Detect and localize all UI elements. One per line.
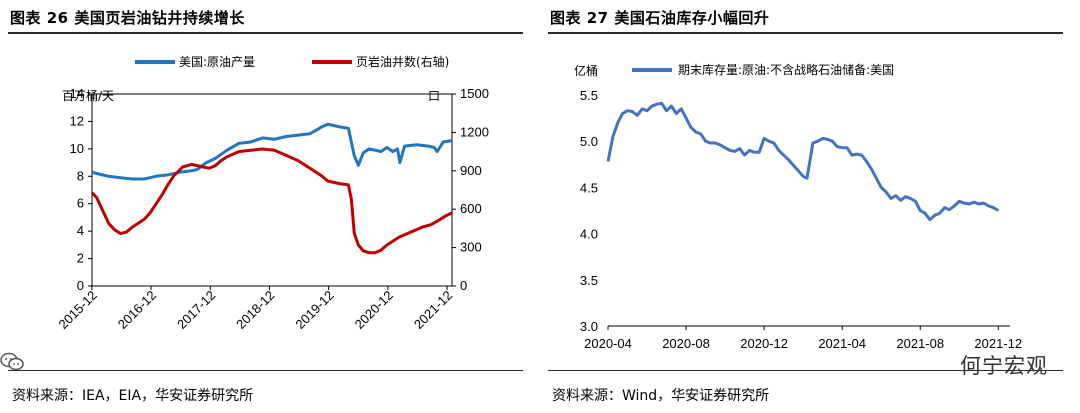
left-chart-panel: 图表 26 美国页岩油钻井持续增长 0 2 4 6 8 10 12 14 0 300 600 900 1… [0,0,530,413]
x-tick-label: 2015-12 [56,288,100,332]
x-tick-label: 2020-04 [584,336,632,351]
right-y-unit: 口 [428,89,440,103]
left-y-tick-label: 0 [77,278,84,293]
right-bottom-rule [548,370,1063,371]
left-y-tick-label: 6 [77,196,84,211]
right-chart-panel: 图表 27 美国石油库存小幅回升 3.0 3.5 4.0 4.5 5.0 5.5 2020-… [540,0,1070,413]
y-unit: 亿桶 [574,63,598,78]
legend-label: 期末库存量:原油:不含战略石油储备:美国 [678,62,894,77]
left-y-tick-label: 10 [70,141,84,156]
right-source-note: 资料来源：Wind，华安证券研究所 [552,388,770,404]
left-chart-title: 图表 26 美国页岩油钻井持续增长 [10,9,245,27]
right-y-tick-label: 1200 [460,124,489,139]
x-tick-label: 2020-08 [662,336,710,351]
x-tick-label: 2021-12 [974,336,1022,351]
y-tick-label: 5.5 [580,88,598,103]
left-y-tick-label: 12 [70,113,84,128]
left-y-tick-label: 4 [77,223,84,238]
x-tick-label: 2019-12 [292,288,336,332]
legend-label: 页岩油井数(右轴) [356,54,449,69]
y-tick-label: 3.0 [580,319,598,334]
series-line-us-crude-inventory [606,101,1000,222]
right-chart-svg: 3.0 3.5 4.0 4.5 5.0 5.5 2020-04 2020-08 2020-12 2… [574,62,1022,351]
left-y-tick-label: 14 [70,86,84,101]
left-y-unit: 百万桶/天 [62,88,114,103]
wechat-icon [0,352,24,371]
y-tick-label: 5.0 [580,134,598,149]
watermark-text: 何宁宏观 [960,354,1048,378]
y-tick-label: 3.5 [580,273,598,288]
right-y-tick-label: 900 [460,163,482,178]
left-source-note: 资料来源：IEA，EIA，华安证券研究所 [12,388,254,404]
x-tick-label: 2020-12 [740,336,788,351]
y-tick-label: 4.0 [580,227,598,242]
series-line-shale-wells [90,147,453,255]
x-tick-label: 2021-12 [411,288,455,332]
x-tick-label: 2016-12 [115,288,159,332]
left-bottom-rule [8,370,523,371]
y-tick-label: 4.5 [580,180,598,195]
x-tick-label: 2018-12 [233,288,277,332]
x-tick-label: 2021-08 [896,336,944,351]
right-y-tick-label: 600 [460,201,482,216]
left-title-rule [8,32,523,34]
x-tick-label: 2020-12 [352,288,396,332]
right-y-tick-label: 300 [460,240,482,255]
right-chart-title: 图表 27 美国石油库存小幅回升 [550,9,770,27]
left-y-tick-label: 2 [77,251,84,266]
left-chart-svg: 0 2 4 6 8 10 12 14 0 300 600 900 1200 1500 2015-12 2016… [56,54,489,332]
right-title-rule [548,32,1063,34]
left-y-tick-label: 8 [77,168,84,183]
plot-frame [91,93,453,287]
legend-label: 美国:原油产量 [179,55,255,69]
right-y-tick-label: 1500 [460,86,489,101]
right-y-tick-label: 0 [460,278,467,293]
series-line-us-crude-production [91,122,453,181]
x-tick-label: 2017-12 [174,288,218,332]
x-tick-label: 2021-04 [818,336,866,351]
